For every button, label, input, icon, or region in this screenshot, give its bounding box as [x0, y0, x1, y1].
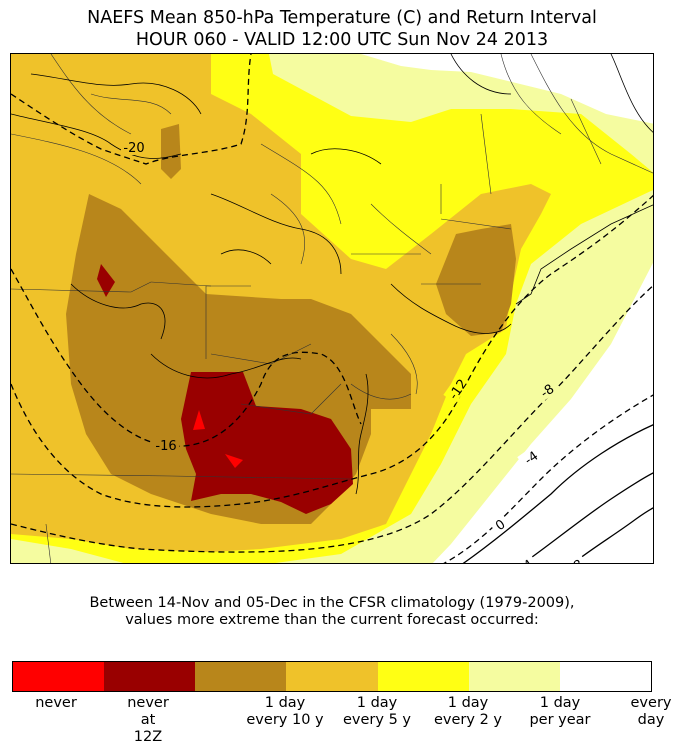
colorbar-label-never: never	[35, 695, 77, 711]
colorbar-swatch-never-at-12z	[104, 662, 196, 691]
contour-label-minus-20: -20	[123, 141, 144, 156]
colorbar-label-every-2y: 1 day every 2 y	[434, 695, 502, 728]
contour-minus-16	[11, 268, 362, 447]
map-title-line-2: HOUR 060 - VALID 12:00 UTC Sun Nov 24 20…	[135, 30, 549, 50]
colorbar-swatch-every-day	[559, 662, 651, 691]
map-title-line-1: NAEFS Mean 850-hPa Temperature (C) and R…	[87, 8, 597, 28]
caption: Between 14-Nov and 05-Dec in the CFSR cl…	[0, 595, 664, 629]
colorbar-label-per-year: 1 day per year	[529, 695, 591, 728]
contour-labels: -20 -16 -12 -8 -4 0 4	[121, 139, 589, 564]
colorbar-label-every-10y: 1 day every 10 y	[246, 695, 324, 728]
region-never-2	[225, 454, 243, 468]
colorbar-swatch-every-5y	[286, 662, 378, 691]
contour-label-8: 8	[571, 557, 586, 564]
colorbar-label-every-day: every day	[630, 695, 672, 728]
contour-minus-8	[11, 284, 653, 553]
contour-label-4: 4	[521, 557, 536, 564]
map-canvas: -20 -16 -12 -8 -4 0 4	[11, 54, 653, 564]
caption-line-2: values more extreme than the current for…	[125, 612, 539, 628]
contour-label-minus-16: -16	[155, 439, 176, 454]
map-title: NAEFS Mean 850-hPa Temperature (C) and R…	[0, 7, 684, 51]
region-every-10y-east	[436, 224, 516, 336]
colorbar	[12, 661, 652, 692]
map-panel: -20 -16 -12 -8 -4 0 4	[10, 53, 654, 564]
region-never-1	[193, 410, 205, 430]
colorbar-swatch-every-10y	[195, 662, 287, 691]
temperature-contours	[11, 54, 653, 563]
contour-minus-20	[11, 54, 252, 165]
caption-line-1: Between 14-Nov and 05-Dec in the CFSR cl…	[89, 595, 575, 611]
colorbar-swatch-every-2y	[377, 662, 469, 691]
boundary-lines	[11, 54, 653, 563]
contour-0	[462, 424, 653, 563]
region-never-at-12z-north	[97, 264, 115, 297]
region-every-10y-north	[161, 124, 181, 179]
colorbar-label-never-at-12z: never at 12Z	[127, 695, 169, 745]
coastline-lines	[11, 54, 653, 495]
colorbar-label-every-5y: 1 day every 5 y	[343, 695, 411, 728]
contour-minus-12	[11, 194, 653, 508]
colorbar-swatch-per-year	[468, 662, 560, 691]
colorbar-swatch-never	[13, 662, 105, 691]
contour-8	[572, 507, 653, 563]
contour-minus-4	[443, 394, 653, 563]
contour-4	[522, 472, 653, 563]
